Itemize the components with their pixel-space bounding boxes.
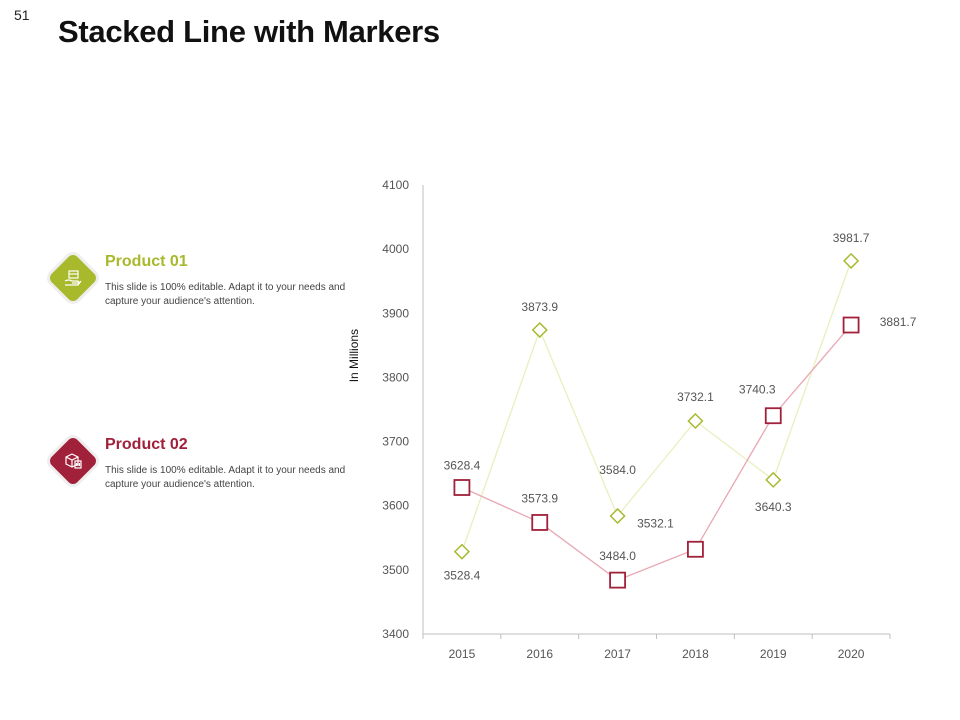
series-1-point [531, 321, 548, 339]
y-tick-label: 3800 [382, 370, 409, 384]
data-label-series-1: 3981.7 [833, 231, 870, 245]
y-tick-label: 3400 [382, 627, 409, 641]
series-2-point [687, 540, 704, 558]
x-tick-label: 2020 [838, 647, 865, 661]
x-tick-label: 2015 [449, 647, 476, 661]
x-tick-label: 2018 [682, 647, 709, 661]
y-tick-label: 4000 [382, 242, 409, 256]
data-label-series-2: 3740.3 [739, 383, 776, 397]
series-1-point [609, 507, 626, 525]
slide-title: Stacked Line with Markers [58, 14, 440, 49]
product-01-description: This slide is 100% editable. Adapt it to… [105, 282, 346, 307]
series-2-point [453, 479, 471, 496]
y-tick-label: 4100 [382, 178, 409, 192]
product-02-title: Product 02 [105, 436, 188, 453]
y-tick-label: 3600 [382, 499, 409, 513]
y-tick-label: 3900 [382, 306, 409, 320]
line-chart: 3400 3500 3600 3700 3800 3900 4000 4100 2015 2016… [347, 178, 917, 661]
product-01-badge [47, 252, 99, 304]
series-2-point [764, 407, 782, 425]
series-1-point [843, 252, 860, 269]
data-label-series-1: 3528.4 [444, 569, 481, 583]
product-02-block: Product 02 This slide is 100% editable. … [47, 433, 358, 503]
series-1-point [765, 471, 782, 488]
data-label-series-2: 3628.4 [444, 458, 481, 472]
data-label-series-1: 3732.1 [677, 390, 714, 404]
series-line-2 [461, 324, 852, 581]
product-02-badge [47, 435, 99, 487]
page-number: 51 [14, 7, 30, 23]
y-axis-title: In Millions [347, 329, 361, 382]
data-label-series-2: 3881.7 [880, 315, 917, 329]
y-tick-label: 3500 [382, 563, 409, 577]
series-2-point [609, 571, 626, 589]
series-2-point [531, 514, 549, 531]
package-icon [65, 453, 82, 469]
product-01-title: Product 01 [105, 253, 188, 270]
series-2-point [842, 316, 860, 334]
series-1-point [687, 412, 704, 430]
data-label-series-2: 3484.0 [599, 549, 636, 563]
data-label-series-1: 3640.3 [755, 500, 792, 514]
box-hand-icon [64, 270, 82, 286]
x-tick-label: 2016 [526, 647, 553, 661]
series-line-1 [461, 260, 852, 552]
data-label-series-1: 3873.9 [521, 300, 558, 314]
data-label-series-2: 3573.9 [521, 491, 558, 505]
product-01-block: Product 01 This slide is 100% editable. … [47, 250, 358, 320]
data-label-series-1: 3584.0 [599, 463, 636, 477]
product-02-description: This slide is 100% editable. Adapt it to… [105, 465, 346, 490]
x-tick-label: 2017 [604, 647, 631, 661]
series-1-point [453, 543, 470, 560]
y-tick-label: 3700 [382, 435, 409, 449]
x-tick-label: 2019 [760, 647, 787, 661]
data-label-series-2: 3532.1 [637, 516, 674, 530]
